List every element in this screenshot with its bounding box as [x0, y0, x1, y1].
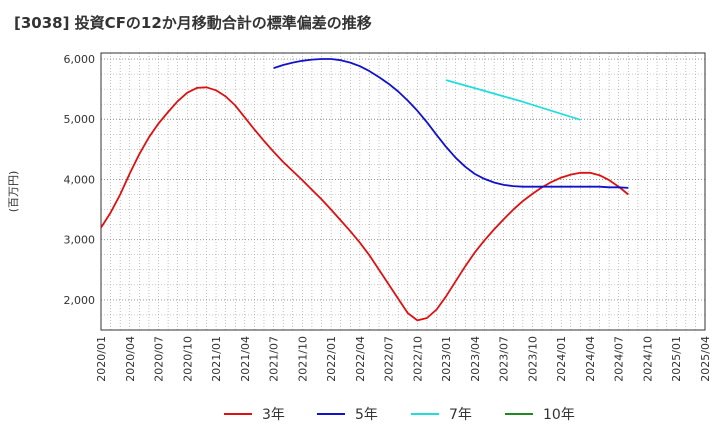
x-tick-label: 2021/10 — [296, 336, 309, 382]
legend-label-0: 3年 — [262, 407, 285, 423]
series-line-1 — [273, 58, 629, 189]
x-tick-label: 2024/04 — [584, 336, 597, 382]
x-tick-label: 2020/10 — [181, 336, 194, 382]
x-tick-label: 2022/07 — [383, 336, 396, 382]
x-tick-label: 2021/01 — [210, 336, 223, 382]
y-tick-label: 2,000 — [64, 294, 96, 307]
x-tick-label: 2022/10 — [411, 336, 424, 382]
y-tick-label: 4,000 — [64, 173, 96, 186]
x-tick-label: 2020/01 — [95, 336, 108, 382]
x-tick-label: 2023/01 — [440, 336, 453, 382]
y-tick-label: 5,000 — [64, 113, 96, 126]
x-tick-label: 2021/04 — [239, 336, 252, 382]
x-tick-label: 2024/10 — [641, 336, 654, 382]
series-line-0 — [100, 86, 629, 322]
x-tick-label: 2023/07 — [498, 336, 511, 382]
x-tick-label: 2021/07 — [268, 336, 281, 382]
x-tick-label: 2023/10 — [526, 336, 539, 382]
x-tick-label: 2020/04 — [124, 336, 137, 382]
x-tick-label: 2023/04 — [469, 336, 482, 382]
plot-frame — [100, 52, 706, 331]
y-tick-label: 6,000 — [64, 53, 96, 66]
x-tick-label: 2020/07 — [153, 336, 166, 382]
legend-label-3: 10年 — [543, 407, 575, 423]
series-line-2 — [445, 79, 581, 121]
legend-label-1: 5年 — [355, 407, 378, 423]
x-tick-label: 2024/01 — [555, 336, 568, 382]
x-tick-label: 2022/04 — [354, 336, 367, 382]
x-tick-label: 2022/01 — [325, 336, 338, 382]
legend-label-2: 7年 — [449, 407, 472, 423]
x-tick-label: 2025/04 — [699, 336, 712, 382]
y-tick-label: 3,000 — [64, 234, 96, 247]
y-axis-label: (百万円) — [7, 171, 20, 213]
x-tick-label: 2024/07 — [613, 336, 626, 382]
chart-title: [3038] 投資CFの12か月移動合計の標準偏差の推移 — [14, 14, 372, 32]
x-tick-label: 2025/01 — [670, 336, 683, 382]
